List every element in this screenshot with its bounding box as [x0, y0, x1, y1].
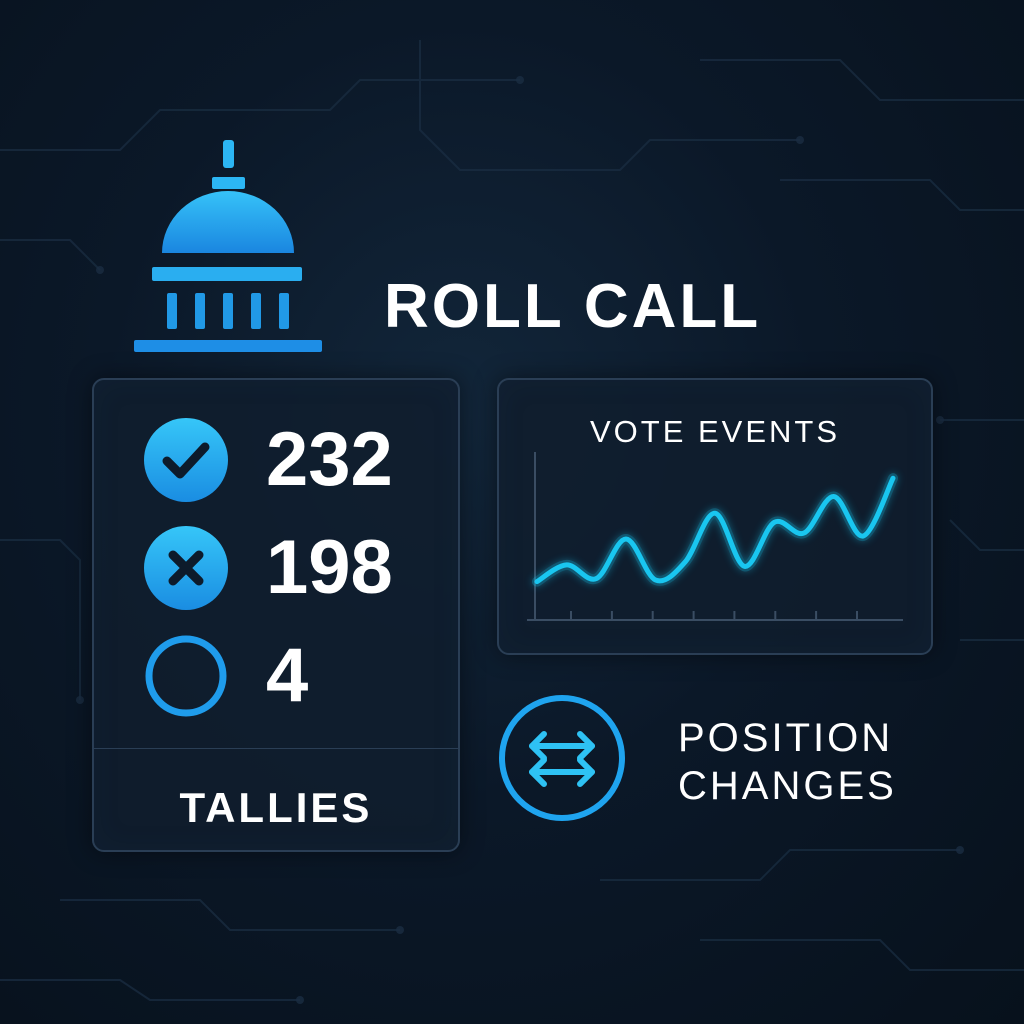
tally-row-abstain: 4 — [142, 632, 442, 722]
position-changes-label: POSITION CHANGES — [678, 714, 897, 810]
tally-no-count: 198 — [266, 525, 393, 610]
tally-row-no: 198 — [142, 524, 442, 614]
tallies-divider — [94, 748, 458, 749]
capitol-dome-icon — [134, 140, 322, 352]
empty-circle-icon — [145, 635, 227, 717]
tally-yes-count: 232 — [266, 417, 393, 502]
tally-row-yes: 232 — [142, 416, 442, 506]
vote-events-series-line — [534, 475, 896, 585]
position-changes-line-2: CHANGES — [678, 764, 897, 808]
x-circle-icon — [144, 526, 228, 610]
vote-events-panel: VOTE EVENTS — [497, 378, 933, 655]
check-circle-icon — [144, 418, 228, 502]
tally-abstain-count: 4 — [266, 633, 309, 718]
app-title: ROLL CALL — [384, 272, 762, 341]
position-changes-line-1: POSITION — [678, 716, 894, 760]
position-changes-widget[interactable]: POSITION CHANGES — [496, 692, 916, 826]
tallies-panel: 232 198 4 TALLIES — [92, 378, 460, 852]
vote-events-chart — [527, 452, 903, 621]
vote-events-series-glow — [532, 473, 898, 587]
tallies-label: TALLIES — [179, 784, 373, 831]
swap-arrows-icon[interactable] — [496, 692, 628, 824]
vote-events-title: VOTE EVENTS — [589, 414, 841, 449]
